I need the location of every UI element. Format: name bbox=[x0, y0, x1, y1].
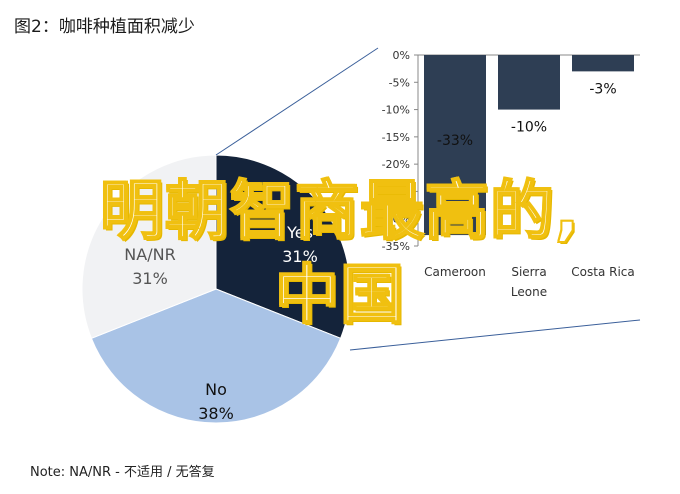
pie-percent-label: 38% bbox=[198, 404, 234, 423]
pie-label: NA/NR bbox=[124, 245, 175, 264]
pie-slice-yes bbox=[215, 154, 351, 339]
overlay-line-1: 明朝智商最高的, bbox=[99, 174, 581, 250]
x-category-label: Sierra bbox=[511, 265, 546, 279]
chart-title: 图2：咖啡种植面积减少 bbox=[14, 17, 195, 37]
x-category-label: Leone bbox=[511, 285, 547, 299]
connector-top bbox=[215, 47, 379, 156]
bar-data-label: -10% bbox=[511, 120, 547, 136]
overlay-line-2: 中国 bbox=[274, 258, 405, 334]
y-tick-label: -35% bbox=[382, 240, 410, 253]
y-tick-label: -25% bbox=[382, 185, 410, 198]
y-tick-label: -5% bbox=[389, 76, 410, 89]
y-tick-label: -20% bbox=[382, 158, 410, 171]
x-category-label: Costa Rica bbox=[571, 265, 634, 279]
bar-data-label: -33% bbox=[437, 133, 473, 149]
bar-cameroon bbox=[424, 55, 486, 236]
pie-percent-label: 31% bbox=[282, 247, 318, 266]
bar-data-label: -3% bbox=[589, 81, 616, 97]
x-category-label: Cameroon bbox=[424, 265, 486, 279]
pie-to-bar-connectors bbox=[215, 47, 641, 351]
bar-costa-rica bbox=[572, 55, 634, 72]
pie-chart: Yes 31% No 38% NA/NR 31% bbox=[81, 154, 351, 424]
bar-sierra-leone bbox=[498, 55, 560, 110]
y-tick-label: -10% bbox=[382, 104, 410, 117]
y-tick-label: -15% bbox=[382, 131, 410, 144]
bar-chart: 0% -5% -10% -15% -20% -25% -30% -35% -33% Cameroo… bbox=[382, 49, 640, 299]
overlay-watermark-text: 明朝智商最高的, 中国 bbox=[20, 170, 660, 338]
y-tick-label: -30% bbox=[382, 213, 410, 226]
footnote: Note: NA/NR - 不适用 / 无答复 bbox=[30, 465, 215, 480]
pie-label: No bbox=[205, 380, 227, 399]
pie-label: Yes bbox=[286, 223, 313, 242]
pie-slice-na-nr bbox=[81, 154, 217, 339]
pie-percent-label: 31% bbox=[132, 269, 168, 288]
connector-bottom bbox=[349, 319, 641, 351]
pie-slice-no bbox=[90, 288, 342, 424]
y-tick-label: 0% bbox=[393, 49, 410, 62]
